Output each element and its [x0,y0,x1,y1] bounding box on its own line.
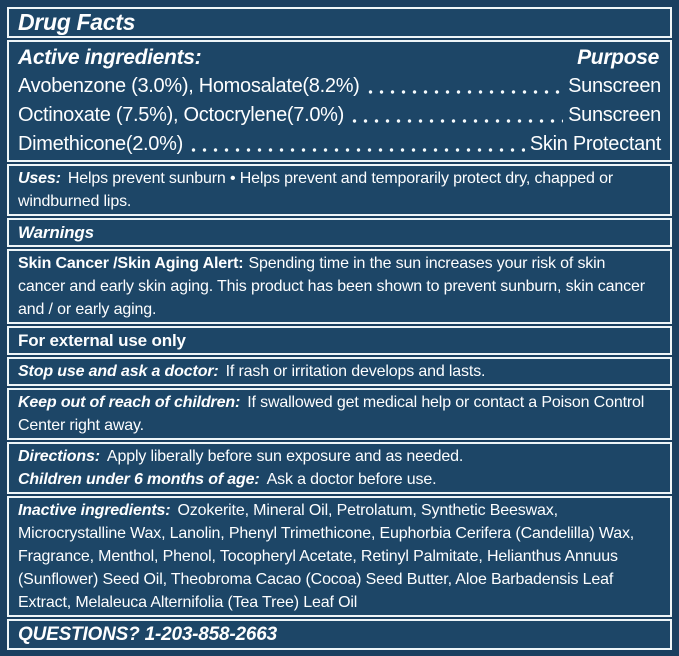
inactive-line: Fragrance, Menthol, Phenol, Tocopheryl A… [18,548,618,565]
children-line: Children under 6 months of age: Ask a doc… [18,468,661,491]
active-ingredients-section: Active ingredients: Purpose Avobenzone (… [7,40,672,162]
inactive-line: (Sunflower) Seed Oil, Theobroma Cacao (C… [18,571,614,588]
alert-text: Spending time in the sun increases your … [248,255,606,272]
alert-line: cancer and early skin aging. This produc… [18,278,645,295]
inactive-line: Extract, Melaleuca Alternifolia (Tea Tre… [18,594,358,611]
keep-out-line: Keep out of reach of children: If swallow… [18,391,661,414]
warnings-header-section: Warnings [7,218,672,247]
inactive-line: Microcrystalline Wax, Lanolin, Phenyl Tr… [18,525,635,542]
stop-use-line: Stop use and ask a doctor: If rash or irr… [18,360,661,383]
alert-line: and / or early aging. [18,301,157,318]
external-use-section: For external use only [7,326,672,355]
alert-line: Skin Cancer /Skin Aging Alert: Spending t… [18,252,661,275]
stop-use-label: Stop use and ask a doctor: [18,363,219,380]
dot-leader [349,101,564,130]
ingredient-purpose: Sunscreen [568,104,661,126]
keep-out-label: Keep out of reach of children: [18,394,241,411]
children-label: Children under 6 months of age: [18,471,260,488]
inactive-text: Ozokerite, Mineral Oil, Petrolatum, Synt… [177,502,558,519]
children-text: Ask a doctor before use. [266,471,437,488]
uses-line: Uses: Helps prevent sunburn • Helps preve… [18,167,661,190]
directions-text: Apply liberally before sun exposure and … [106,448,464,465]
keep-out-line: Center right away. [18,417,144,434]
uses-label: Uses: [18,170,61,187]
alert-label: Skin Cancer /Skin Aging Alert: [18,255,244,272]
inactive-ingredients-label: Inactive ingredients: [18,502,171,519]
directions-line: Directions: Apply liberally before sun ex… [18,445,661,468]
ingredient-row: Dimethicone(2.0%) Skin Protectant [18,130,661,159]
stop-use-text: If rash or irritation develops and lasts… [225,363,486,380]
keep-out-section: Keep out of reach of children: If swallow… [7,388,672,440]
questions-text: QUESTIONS? 1-203-858-2663 [18,624,278,645]
active-ingredients-header-row: Active ingredients: Purpose [18,43,661,72]
warnings-header: Warnings [18,223,94,242]
ingredient-name: Avobenzone (3.0%), Homosalate(8.2%) [18,75,360,97]
directions-label: Directions: [18,448,100,465]
ingredient-row: Avobenzone (3.0%), Homosalate(8.2%) Suns… [18,72,661,101]
keep-out-text: If swallowed get medical help or contact… [247,394,645,411]
active-ingredients-header: Active ingredients: [18,46,202,69]
ingredient-name: Dimethicone(2.0%) [18,133,183,155]
uses-text: Helps prevent sunburn • Helps prevent an… [67,170,614,187]
page-title: Drug Facts [18,9,136,35]
stop-use-section: Stop use and ask a doctor: If rash or irr… [7,357,672,386]
inactive-ingredients-section: Inactive ingredients: Ozokerite, Mineral … [7,496,672,617]
uses-section: Uses: Helps prevent sunburn • Helps preve… [7,164,672,216]
ingredient-row: Octinoxate (7.5%), Octocrylene(7.0%) Sun… [18,101,661,130]
ingredient-name: Octinoxate (7.5%), Octocrylene(7.0%) [18,104,344,126]
ingredient-purpose: Skin Protectant [529,133,661,155]
external-use-header: For external use only [18,331,186,350]
dot-leader [364,72,564,101]
skin-cancer-alert-section: Skin Cancer /Skin Aging Alert: Spending t… [7,249,672,324]
inactive-line: Inactive ingredients: Ozokerite, Mineral … [18,499,661,522]
directions-section: Directions: Apply liberally before sun ex… [7,442,672,494]
dot-leader [187,130,525,159]
ingredient-purpose: Sunscreen [568,75,661,97]
uses-line: windburned lips. [18,193,132,210]
drug-facts-title-box: Drug Facts [7,7,672,38]
purpose-header: Purpose [577,46,659,69]
questions-section: QUESTIONS? 1-203-858-2663 [7,619,672,650]
